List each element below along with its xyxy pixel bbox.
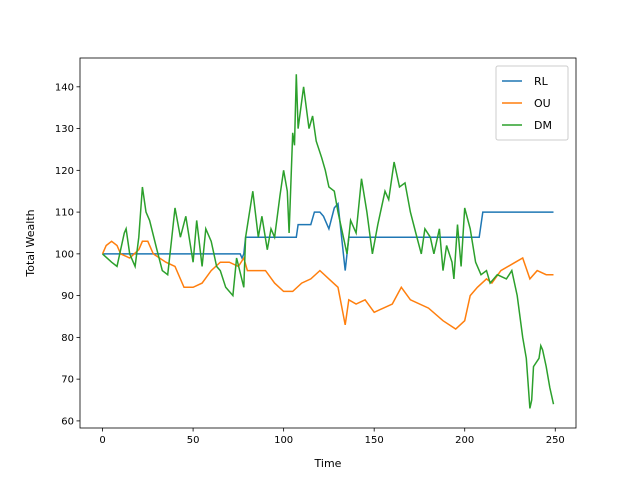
legend-label: DM xyxy=(534,119,552,132)
x-tick-label: 50 xyxy=(187,435,200,446)
line-series xyxy=(101,74,555,409)
legend-label: OU xyxy=(534,97,551,110)
line-series xyxy=(101,240,554,330)
x-tick-label: 150 xyxy=(365,435,384,446)
y-tick-label: 90 xyxy=(61,291,74,302)
x-tick-label: 200 xyxy=(455,435,474,446)
x-tick-label: 100 xyxy=(274,435,293,446)
y-tick-label: 80 xyxy=(61,333,74,344)
y-tick-label: 120 xyxy=(55,166,74,177)
y-tick-label: 100 xyxy=(55,249,74,260)
y-axis-label: Total Wealth xyxy=(24,209,37,277)
legend-box xyxy=(495,65,569,141)
y-tick-label: 130 xyxy=(55,124,74,135)
x-tick-label: 0 xyxy=(99,435,105,446)
y-tick-label: 110 xyxy=(55,208,74,219)
y-tick-label: 140 xyxy=(55,82,74,93)
y-tick-label: 60 xyxy=(61,416,74,427)
y-tick-label: 70 xyxy=(61,375,74,386)
axes-frame xyxy=(79,57,577,429)
x-tick-label: 250 xyxy=(546,435,565,446)
legend-label: RL xyxy=(534,75,549,88)
x-axis-label: Time xyxy=(314,457,342,470)
